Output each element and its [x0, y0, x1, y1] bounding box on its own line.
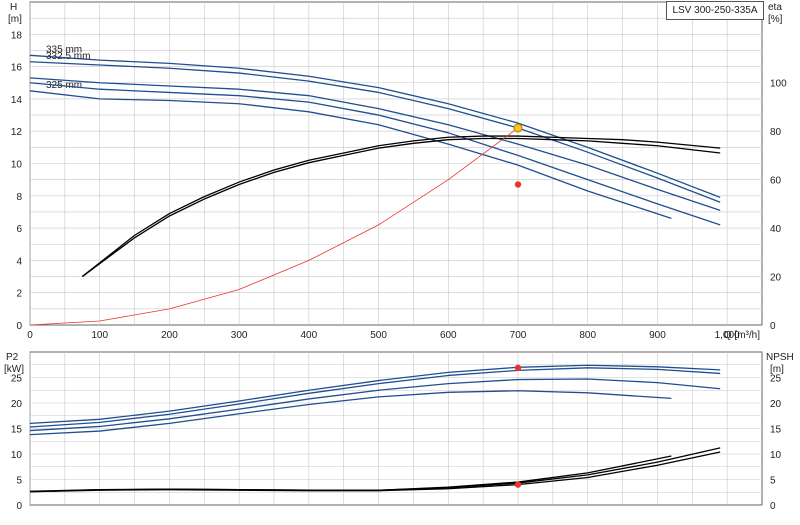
y-tick-label-head: 6: [16, 224, 22, 235]
y-tick-label-head: 10: [11, 160, 23, 171]
performance-series-line: [29, 90, 672, 220]
performance-marker: [513, 123, 523, 133]
y-axis-unit-npsh: [m]: [770, 364, 784, 375]
power-series-line: [29, 367, 721, 428]
power-series-line: [29, 364, 721, 425]
y-tick-label-head: 12: [11, 127, 23, 138]
power-series-line: [29, 378, 721, 432]
y-axis-unit-power: [kW]: [4, 364, 24, 375]
y-tick-label-head: 16: [11, 63, 23, 74]
y-tick-label-eta: 100: [770, 79, 787, 90]
y-tick-label-eta: 20: [770, 273, 782, 284]
y-tick-label-power: 5: [16, 476, 22, 487]
y-tick-label-npsh: 10: [770, 450, 782, 461]
performance-series-label: 335 mm: [46, 44, 82, 55]
x-tick-label: 800: [579, 330, 596, 341]
y-tick-label-eta: 60: [770, 176, 782, 187]
y-tick-label-power: 20: [11, 399, 23, 410]
y-tick-label-head: 4: [16, 256, 22, 267]
performance-series-line: [29, 82, 721, 226]
x-tick-label: 400: [301, 330, 318, 341]
x-axis-label: Q [m³/h]: [724, 330, 760, 341]
performance-marker: [514, 181, 522, 188]
x-tick-label: 700: [510, 330, 527, 341]
y-tick-label-head: 18: [11, 30, 23, 41]
y-tick-label-power: 15: [11, 425, 23, 436]
y-axis-unit-head: [m]: [8, 14, 22, 25]
power-marker: [514, 364, 522, 372]
x-tick-label: 300: [231, 330, 248, 341]
y-tick-label-power: 10: [11, 450, 23, 461]
performance-series-line: [29, 61, 721, 203]
y-tick-label-head: 14: [11, 95, 23, 106]
y-tick-label-power: 25: [11, 374, 23, 385]
y-tick-label-npsh: 0: [770, 501, 776, 512]
performance-series-line: [81, 135, 721, 278]
performance-series-line: [29, 127, 519, 326]
power-marker: [514, 481, 522, 488]
y-tick-label-npsh: 15: [770, 425, 782, 436]
y-tick-label-eta: 80: [770, 127, 782, 138]
performance-series-line: [29, 54, 721, 199]
y-axis-label-eta: eta: [768, 2, 782, 13]
x-tick-label: 200: [161, 330, 178, 341]
x-tick-label: 600: [440, 330, 457, 341]
power-series-line: [29, 390, 672, 436]
performance-series-label: 332.5 mm: [46, 51, 90, 62]
y-tick-label-head: 0: [16, 321, 22, 332]
y-tick-label-eta: 40: [770, 224, 782, 235]
y-axis-unit-eta: [%]: [768, 14, 783, 25]
y-tick-label-npsh: 25: [770, 374, 782, 385]
y-axis-label-power: P2: [6, 352, 19, 363]
y-tick-label-eta: 0: [770, 321, 776, 332]
x-tick-label: 900: [649, 330, 666, 341]
pump-model-label: LSV 300-250-335A: [666, 1, 764, 20]
performance-series-line: [81, 137, 721, 278]
x-tick-label: 0: [27, 330, 33, 341]
y-tick-label-npsh: 5: [770, 476, 776, 487]
x-tick-label: 100: [91, 330, 108, 341]
y-tick-label-head: 8: [16, 192, 22, 203]
y-tick-label-head: 2: [16, 289, 22, 300]
y-axis-label-npsh: NPSH: [766, 352, 794, 363]
x-tick-label: 1,000: [715, 330, 740, 341]
y-tick-label-power: 0: [16, 501, 22, 512]
y-tick-label-npsh: 20: [770, 399, 782, 410]
x-tick-label: 500: [370, 330, 387, 341]
performance-series-line: [29, 77, 721, 211]
y-axis-label-head: H: [10, 2, 17, 13]
power-series-line: [29, 455, 672, 492]
